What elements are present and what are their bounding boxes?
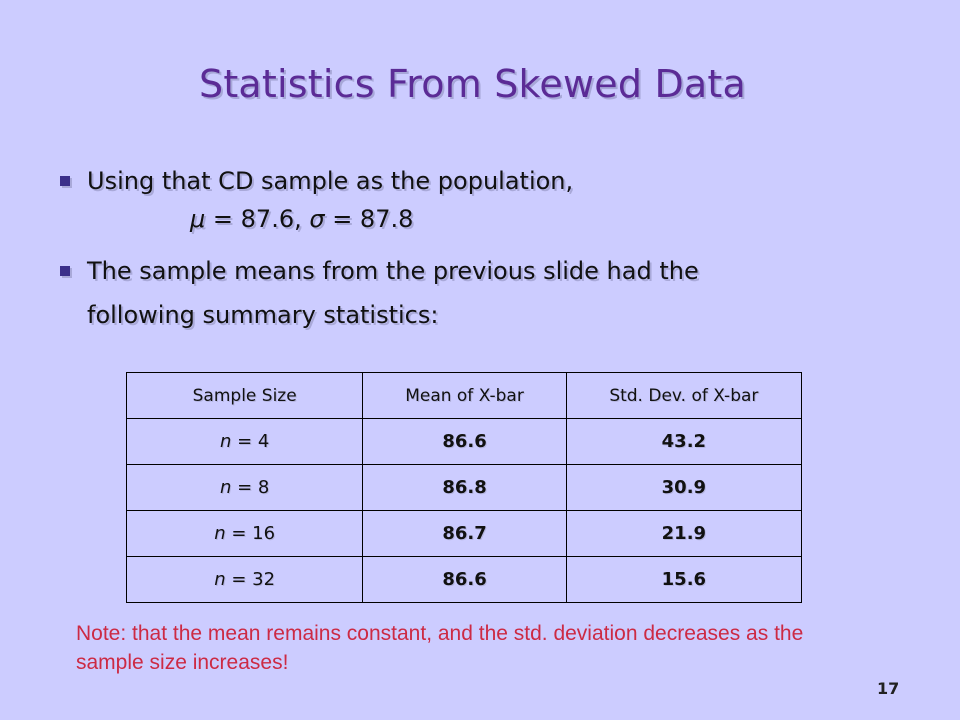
column-header: Std. Dev. of X-bar — [565, 372, 803, 419]
bullet-text-continued: following summary statistics: — [87, 301, 439, 329]
population-parameters: μ = 87.6, σ = 87.8 — [190, 205, 413, 233]
sigma-symbol: σ — [309, 205, 325, 233]
n-symbol: n — [214, 523, 226, 544]
mu-symbol: μ — [190, 205, 206, 233]
table-row: n = 32 86.6 15.6 — [125, 556, 803, 603]
table-row: n = 16 86.7 21.9 — [125, 510, 803, 557]
slide-title: Statistics From Skewed Data — [199, 62, 746, 106]
n-value: = 32 — [225, 569, 276, 590]
square-bullet-icon — [60, 266, 70, 276]
n-symbol: n — [214, 569, 226, 590]
n-value: = 8 — [231, 477, 270, 498]
column-header: Sample Size — [125, 372, 364, 419]
column-header: Mean of X-bar — [362, 372, 567, 419]
sigma-value: = 87.8 — [324, 205, 414, 233]
n-symbol: n — [219, 477, 232, 498]
sd-cell: 15.6 — [565, 556, 803, 603]
sd-cell: 30.9 — [565, 464, 803, 511]
sample-size-cell: n = 32 — [125, 556, 364, 603]
sd-cell: 21.9 — [565, 510, 803, 557]
n-symbol: n — [219, 431, 232, 452]
mu-value: = 87.6, — [205, 205, 310, 233]
page-number: 17 — [877, 679, 900, 698]
n-value: = 4 — [231, 431, 270, 452]
summary-statistics-table: Sample Size Mean of X-bar Std. Dev. of X… — [125, 372, 803, 603]
sample-size-cell: n = 8 — [125, 464, 364, 511]
bullet-text: The sample means from the previous slide… — [87, 257, 699, 285]
mean-cell: 86.8 — [362, 464, 567, 511]
table-header-row: Sample Size Mean of X-bar Std. Dev. of X… — [125, 372, 803, 419]
table-row: n = 8 86.8 30.9 — [125, 464, 803, 511]
mean-cell: 86.7 — [362, 510, 567, 557]
sample-size-cell: n = 16 — [125, 510, 364, 557]
sd-cell: 43.2 — [565, 418, 803, 465]
mean-cell: 86.6 — [362, 556, 567, 603]
mean-cell: 86.6 — [362, 418, 567, 465]
square-bullet-icon — [60, 176, 70, 186]
bullet-text: Using that CD sample as the population, — [87, 167, 574, 195]
sample-size-cell: n = 4 — [125, 418, 364, 465]
table-row: n = 4 86.6 43.2 — [125, 418, 803, 465]
note-text: Note: that the mean remains constant, an… — [76, 622, 804, 674]
n-value: = 16 — [225, 523, 276, 544]
